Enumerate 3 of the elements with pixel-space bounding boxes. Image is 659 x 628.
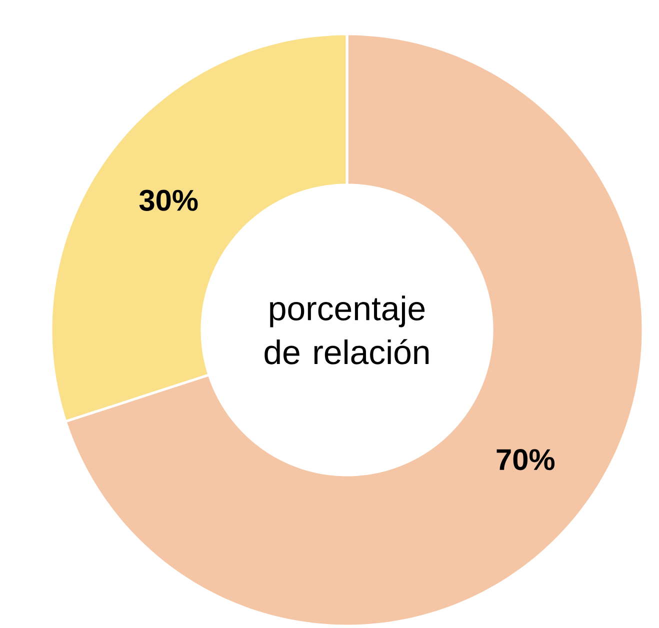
data-label: 30% [139, 190, 198, 211]
text: porcentaje de relación [264, 296, 429, 364]
data-label: 70% [496, 449, 555, 470]
